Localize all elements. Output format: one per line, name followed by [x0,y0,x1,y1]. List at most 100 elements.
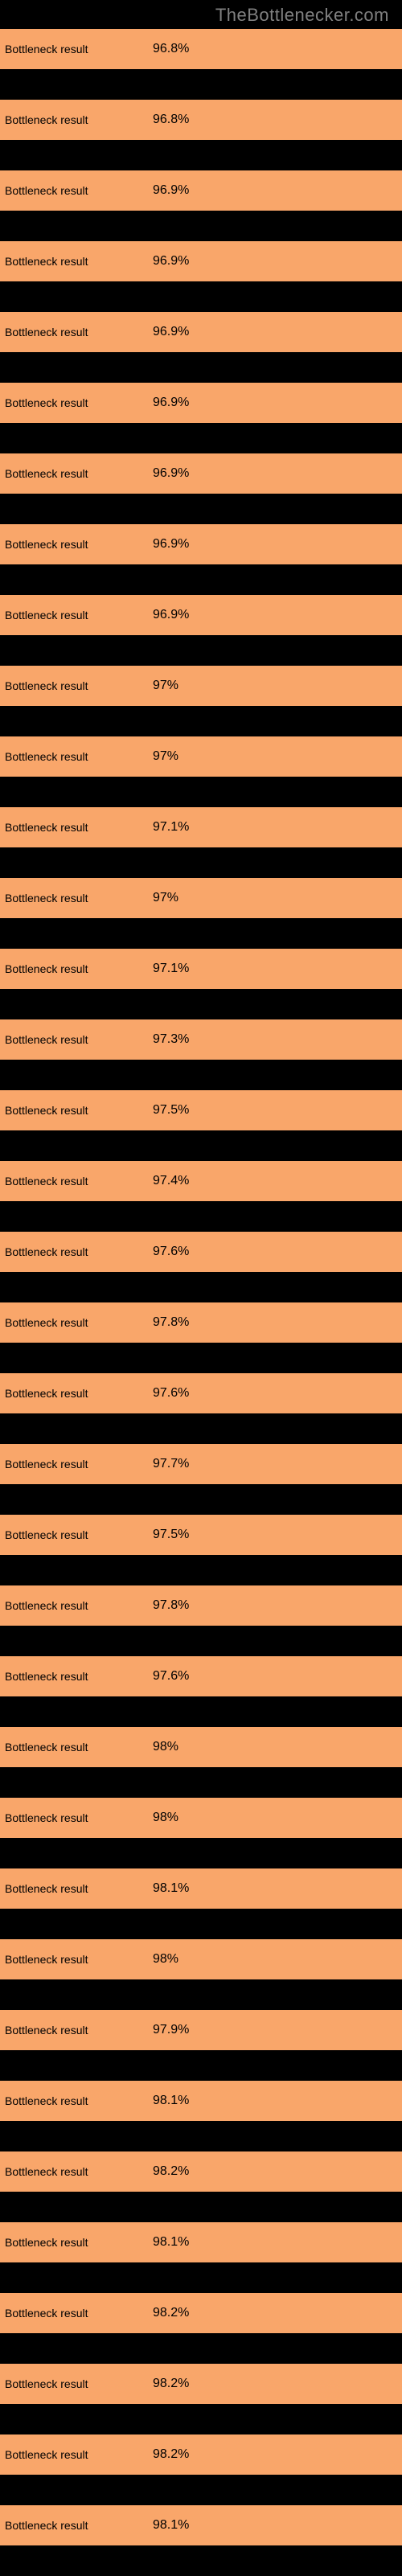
table-row: Bottleneck result97.8% [0,1302,402,1343]
chart-container: Bottleneck result96.8%Bottleneck result9… [0,29,402,2545]
bar-area: 97% [153,666,402,706]
table-row: Bottleneck result97.6% [0,1656,402,1696]
row-value: 98% [153,1811,178,1825]
row-label: Bottleneck result [0,609,153,621]
table-row: Bottleneck result98.1% [0,2222,402,2262]
table-row: Bottleneck result98.2% [0,2293,402,2333]
row-value: 97.6% [153,1245,189,1259]
row-label: Bottleneck result [0,750,153,763]
bar-area: 97.6% [153,1232,402,1272]
bar-area: 97.6% [153,1656,402,1696]
row-label: Bottleneck result [0,821,153,834]
bar-area: 97.7% [153,1444,402,1484]
row-value: 96.8% [153,113,189,127]
row-value: 97.5% [153,1528,189,1542]
row-label: Bottleneck result [0,43,153,55]
row-label: Bottleneck result [0,1953,153,1966]
table-row: Bottleneck result98% [0,1798,402,1838]
bar-area: 98.1% [153,2222,402,2262]
row-label: Bottleneck result [0,2307,153,2320]
table-row: Bottleneck result96.8% [0,100,402,140]
bar-area: 97.8% [153,1302,402,1343]
row-value: 96.9% [153,466,189,481]
bar-area: 97.6% [153,1373,402,1413]
row-label: Bottleneck result [0,255,153,268]
bar-area: 96.9% [153,453,402,494]
table-row: Bottleneck result97% [0,736,402,777]
table-row: Bottleneck result98.1% [0,2505,402,2545]
row-label: Bottleneck result [0,962,153,975]
row-label: Bottleneck result [0,1528,153,1541]
bar-area: 97.4% [153,1161,402,1201]
row-label: Bottleneck result [0,2094,153,2107]
row-label: Bottleneck result [0,2165,153,2178]
table-row: Bottleneck result97.3% [0,1019,402,1060]
row-value: 98.2% [153,2306,189,2320]
row-value: 97.1% [153,820,189,835]
row-label: Bottleneck result [0,1599,153,1612]
row-value: 98.2% [153,2164,189,2179]
row-value: 97.1% [153,962,189,976]
row-label: Bottleneck result [0,679,153,692]
table-row: Bottleneck result98% [0,1939,402,1979]
table-row: Bottleneck result97% [0,878,402,918]
row-label: Bottleneck result [0,2024,153,2037]
row-label: Bottleneck result [0,1175,153,1188]
table-row: Bottleneck result96.9% [0,312,402,352]
row-value: 96.9% [153,608,189,622]
bar-area: 96.9% [153,312,402,352]
row-value: 97.4% [153,1174,189,1188]
bar-area: 98.1% [153,2081,402,2121]
table-row: Bottleneck result97.6% [0,1232,402,1272]
table-row: Bottleneck result96.8% [0,29,402,69]
row-value: 97% [153,891,178,905]
table-row: Bottleneck result98.2% [0,2151,402,2192]
row-label: Bottleneck result [0,2377,153,2390]
row-value: 97.9% [153,2023,189,2037]
row-label: Bottleneck result [0,538,153,551]
table-row: Bottleneck result97.1% [0,949,402,989]
row-label: Bottleneck result [0,326,153,338]
row-label: Bottleneck result [0,2236,153,2249]
row-label: Bottleneck result [0,892,153,904]
row-label: Bottleneck result [0,184,153,197]
row-label: Bottleneck result [0,2448,153,2461]
row-label: Bottleneck result [0,1387,153,1400]
bar-area: 98.1% [153,2505,402,2545]
bar-area: 97.1% [153,949,402,989]
row-value: 98.1% [153,1881,189,1896]
row-value: 98% [153,1740,178,1754]
row-value: 98.2% [153,2447,189,2462]
bar-area: 96.8% [153,100,402,140]
row-value: 96.9% [153,325,189,339]
row-value: 97.5% [153,1103,189,1118]
table-row: Bottleneck result97.9% [0,2010,402,2050]
table-row: Bottleneck result97.1% [0,807,402,847]
row-value: 98.2% [153,2377,189,2391]
row-value: 97.8% [153,1315,189,1330]
bar-area: 97.1% [153,807,402,847]
row-label: Bottleneck result [0,1033,153,1046]
table-row: Bottleneck result97.5% [0,1090,402,1130]
bar-area: 96.9% [153,383,402,423]
row-label: Bottleneck result [0,1104,153,1117]
bar-area: 97.5% [153,1090,402,1130]
row-value: 97.7% [153,1457,189,1471]
bar-area: 97.3% [153,1019,402,1060]
row-value: 97% [153,749,178,764]
table-row: Bottleneck result98.2% [0,2434,402,2475]
bar-area: 98% [153,1798,402,1838]
bar-area: 97.9% [153,2010,402,2050]
table-row: Bottleneck result97.7% [0,1444,402,1484]
site-header: TheBottlenecker.com [0,0,402,29]
table-row: Bottleneck result97.6% [0,1373,402,1413]
table-row: Bottleneck result97.8% [0,1585,402,1626]
row-value: 98.1% [153,2235,189,2250]
row-label: Bottleneck result [0,1811,153,1824]
row-label: Bottleneck result [0,467,153,480]
table-row: Bottleneck result96.9% [0,241,402,281]
row-label: Bottleneck result [0,1882,153,1895]
row-label: Bottleneck result [0,396,153,409]
row-label: Bottleneck result [0,1245,153,1258]
bar-area: 98.2% [153,2364,402,2404]
